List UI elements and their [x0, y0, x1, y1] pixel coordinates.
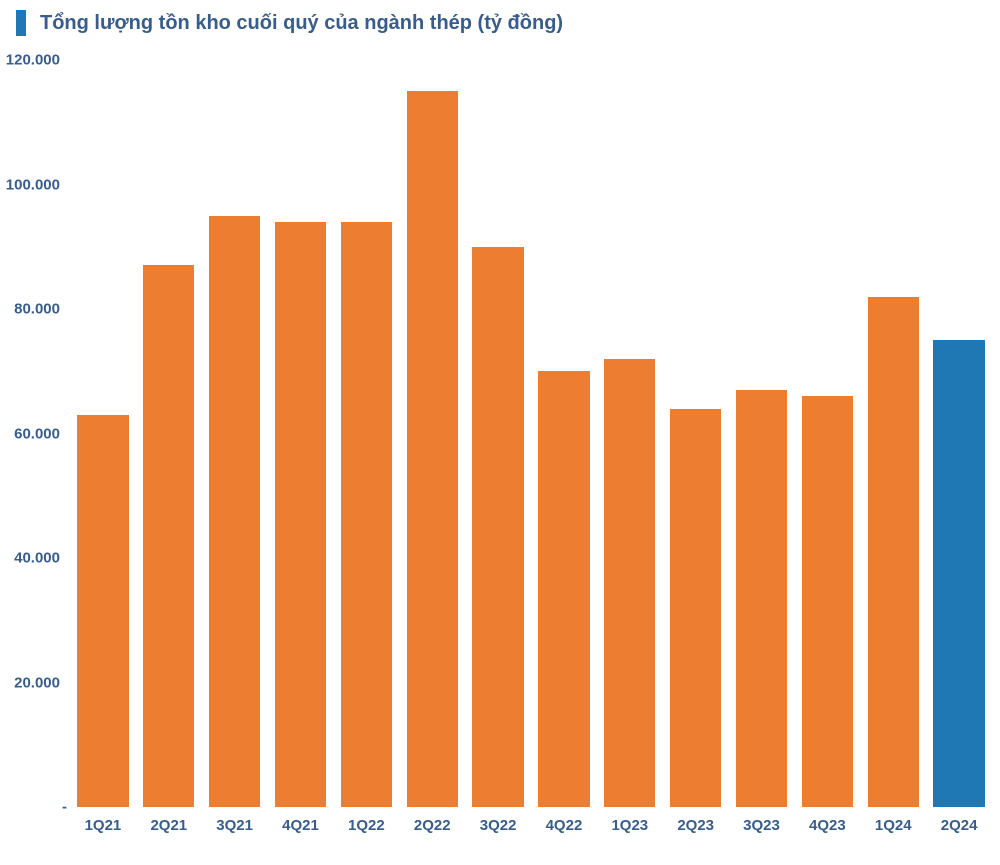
bar-slot	[663, 60, 729, 807]
bar-slot	[136, 60, 202, 807]
x-tick-label: 1Q22	[333, 817, 399, 845]
x-tick-label: 1Q23	[597, 817, 663, 845]
bar	[736, 390, 787, 807]
x-tick-label: 2Q24	[926, 817, 992, 845]
x-tick-label: 4Q22	[531, 817, 597, 845]
bar	[670, 409, 721, 807]
bar	[407, 91, 458, 807]
bar-slot	[202, 60, 268, 807]
chart-title-row: Tổng lượng tồn kho cuối quý của ngành th…	[0, 0, 1000, 36]
bar	[143, 265, 194, 807]
bar	[604, 359, 655, 807]
chart-container: Tổng lượng tồn kho cuối quý của ngành th…	[0, 0, 1000, 865]
y-tick-label: 40.000	[14, 550, 60, 567]
bar-slot	[70, 60, 136, 807]
y-tick-label: -	[62, 799, 68, 816]
y-tick-label: 120.000	[6, 52, 60, 69]
x-tick-label: 2Q22	[399, 817, 465, 845]
y-tick-label: 80.000	[14, 301, 60, 318]
bar-slot	[399, 60, 465, 807]
bar	[341, 222, 392, 807]
bar-slot	[465, 60, 531, 807]
x-tick-label: 3Q22	[465, 817, 531, 845]
bar	[472, 247, 523, 807]
bar-slot	[268, 60, 334, 807]
y-tick-label: 60.000	[14, 425, 60, 442]
bar-slot	[926, 60, 992, 807]
bars-group	[70, 60, 992, 807]
x-tick-label: 1Q24	[860, 817, 926, 845]
x-tick-label: 2Q23	[663, 817, 729, 845]
bar	[77, 415, 128, 807]
bar	[538, 371, 589, 807]
y-tick-label: 100.000	[6, 176, 60, 193]
x-tick-label: 2Q21	[136, 817, 202, 845]
bar-slot	[794, 60, 860, 807]
bar	[275, 222, 326, 807]
y-axis: -20.00040.00060.00080.000100.000120.000	[0, 60, 70, 807]
bar-slot	[597, 60, 663, 807]
x-tick-label: 1Q21	[70, 817, 136, 845]
bar	[802, 396, 853, 807]
x-tick-label: 4Q21	[268, 817, 334, 845]
bar-slot	[860, 60, 926, 807]
plot-area	[70, 60, 992, 807]
chart-title: Tổng lượng tồn kho cuối quý của ngành th…	[40, 12, 563, 35]
bar	[209, 216, 260, 807]
bar	[933, 340, 984, 807]
title-accent-bar	[16, 10, 26, 36]
bar-slot	[333, 60, 399, 807]
x-axis: 1Q212Q213Q214Q211Q222Q223Q224Q221Q232Q23…	[70, 817, 992, 845]
x-tick-label: 4Q23	[794, 817, 860, 845]
x-tick-label: 3Q23	[729, 817, 795, 845]
bar-slot	[531, 60, 597, 807]
bar-slot	[729, 60, 795, 807]
y-tick-label: 20.000	[14, 674, 60, 691]
x-tick-label: 3Q21	[202, 817, 268, 845]
bar	[868, 297, 919, 807]
bar-chart: -20.00040.00060.00080.000100.000120.000 …	[0, 50, 1000, 845]
